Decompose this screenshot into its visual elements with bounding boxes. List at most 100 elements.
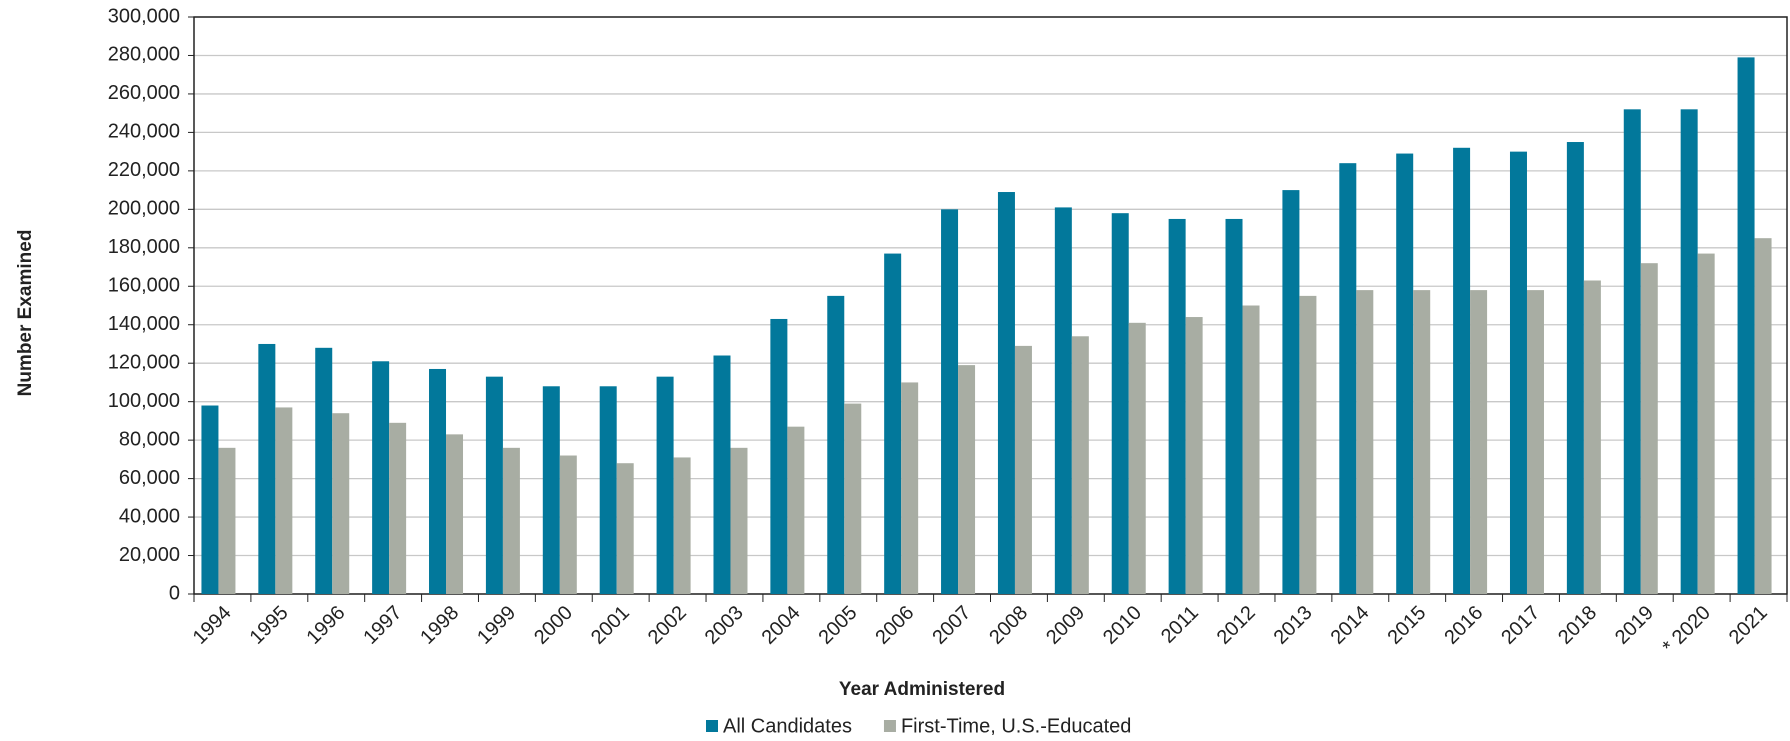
bar: [332, 413, 350, 594]
x-tick-label: 2010: [1099, 602, 1146, 649]
bar: [372, 361, 390, 594]
x-tick-label: 1999: [473, 602, 520, 649]
bar: [770, 318, 788, 594]
bar: [218, 447, 236, 594]
bar: [884, 253, 902, 594]
x-tick-label: 1996: [302, 602, 349, 649]
bar: [730, 447, 748, 594]
bar: [1128, 322, 1146, 594]
x-tick-label: 1997: [359, 602, 406, 649]
bar: [1396, 153, 1414, 594]
bar: [1225, 218, 1243, 594]
bar: [1282, 190, 1300, 594]
bar: [1470, 290, 1488, 594]
bar: [713, 355, 731, 594]
y-tick-label: 120,000: [108, 351, 180, 373]
bar: [315, 347, 333, 594]
y-tick-label: 300,000: [108, 5, 180, 27]
bar: [1413, 290, 1431, 594]
y-tick-label: 60,000: [119, 467, 180, 489]
bar: [1680, 109, 1698, 594]
bar: [502, 447, 520, 594]
bar: [1168, 218, 1186, 594]
x-tick-label: 1995: [246, 602, 293, 649]
x-tick-label: 2017: [1497, 602, 1544, 649]
x-tick-label: 2007: [928, 602, 975, 649]
bar: [1697, 253, 1715, 594]
bar: [1526, 290, 1544, 594]
y-tick-label: 20,000: [119, 544, 180, 566]
x-tick-label: 1994: [189, 602, 236, 649]
bar: [389, 422, 407, 594]
x-tick-label: 2001: [587, 602, 634, 649]
y-tick-label: 180,000: [108, 236, 180, 258]
bar: [1185, 317, 1203, 594]
bar: [559, 455, 577, 594]
bar: [844, 403, 862, 594]
x-tick-label: 2002: [644, 602, 691, 649]
bar: [1111, 213, 1129, 594]
x-tick-label: 2018: [1554, 602, 1601, 649]
bar: [1566, 142, 1584, 594]
bar: [1071, 336, 1089, 594]
legend-label: First-Time, U.S.-Educated: [901, 715, 1131, 737]
bar: [275, 407, 293, 594]
bar: [1014, 345, 1032, 594]
y-tick-label: 280,000: [108, 44, 180, 66]
legend-swatch: [883, 720, 896, 732]
y-tick-label: 220,000: [108, 159, 180, 181]
bar: [1754, 238, 1772, 594]
y-tick-label: 80,000: [119, 428, 180, 450]
x-tick-label: 2000: [530, 602, 577, 649]
bar: [446, 434, 464, 594]
x-tick-label: 2019: [1611, 602, 1658, 649]
bar: [201, 405, 219, 594]
legend-label: All Candidates: [723, 715, 852, 737]
bar: [1509, 151, 1527, 594]
bar: [673, 457, 691, 594]
y-tick-label: 40,000: [119, 505, 180, 527]
bar: [997, 192, 1015, 595]
bar: [485, 376, 503, 594]
x-tick-label: 2008: [985, 602, 1032, 649]
bar: [787, 426, 805, 594]
y-axis-title: Number Examined: [15, 230, 36, 397]
bar: [542, 386, 560, 594]
bar: [656, 376, 674, 594]
y-tick-label: 0: [169, 582, 180, 604]
bar: [827, 295, 845, 594]
x-tick-label: 2013: [1270, 602, 1317, 649]
y-tick-label: 260,000: [108, 82, 180, 104]
x-tick-label: 2014: [1327, 602, 1374, 649]
x-tick-label: 1998: [416, 602, 463, 649]
bar: [1737, 57, 1755, 594]
x-tick-label: 2011: [1157, 602, 1203, 648]
bar: [429, 368, 447, 594]
y-tick-label: 240,000: [108, 121, 180, 143]
y-tick-label: 100,000: [108, 390, 180, 412]
bar: [1242, 305, 1260, 594]
bar: [1339, 163, 1357, 594]
x-tick-label: 2016: [1440, 602, 1487, 649]
x-tick-label: 2006: [871, 602, 918, 649]
y-tick-label: 160,000: [108, 275, 180, 297]
y-tick-label: 200,000: [108, 198, 180, 220]
legend-swatch: [706, 720, 718, 732]
bar: [1583, 280, 1601, 594]
x-tick-label: 2009: [1042, 602, 1089, 649]
x-tick-label: 2004: [758, 602, 805, 649]
bar: [941, 209, 959, 595]
y-tick-label: 140,000: [108, 313, 180, 335]
bar: [258, 343, 276, 594]
x-tick-label: 2015: [1383, 602, 1430, 649]
x-tick-label: 2005: [815, 602, 862, 649]
bar: [958, 365, 976, 594]
x-axis-title: Year Administered: [839, 679, 1005, 700]
bar: [901, 382, 919, 594]
bar: [599, 386, 617, 594]
x-tick-label: 2012: [1213, 602, 1260, 649]
x-tick-label: 2021: [1725, 602, 1772, 649]
x-tick-label: * 2020: [1658, 602, 1714, 658]
